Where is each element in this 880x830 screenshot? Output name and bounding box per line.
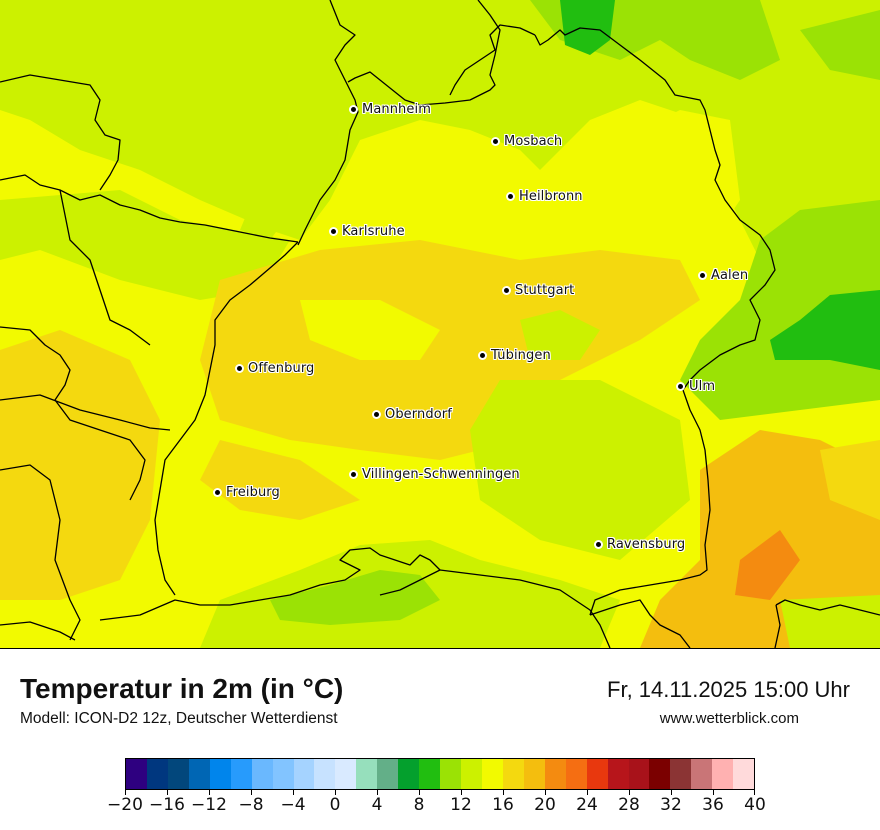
colorbar-segment	[398, 759, 420, 789]
colorbar-tick	[209, 790, 210, 795]
city-dot-icon	[215, 489, 220, 495]
colorbar-segment	[481, 759, 503, 789]
map-title: Temperatur in 2m (in °C)	[20, 673, 344, 704]
colorbar-segment	[628, 759, 650, 789]
colorbar-segment	[335, 759, 357, 789]
colorbar-segment	[461, 759, 482, 789]
colorbar-segment	[251, 759, 273, 789]
colorbar-tick-label: −8	[238, 795, 264, 815]
city-dot-icon	[493, 138, 498, 144]
colorbar-segment	[230, 759, 252, 789]
colorbar-segment	[126, 759, 147, 789]
colorbar-segment	[167, 759, 189, 789]
colorbar-tick	[251, 790, 252, 795]
colorbar-tick-label: −4	[280, 795, 306, 815]
colorbar-tick-label: 0	[329, 795, 341, 815]
colorbar-segment	[272, 759, 294, 789]
city-dot-icon	[508, 193, 513, 199]
colorbar-tick-label: 12	[450, 795, 472, 815]
temperature-field	[0, 0, 880, 648]
colorbar-segment	[649, 759, 671, 789]
colorbar-tick-label: −12	[191, 795, 227, 815]
city-dot-icon	[351, 471, 356, 477]
colorbar-segment	[733, 759, 755, 789]
colorbar-tick	[167, 790, 168, 795]
colorbar-tick	[545, 790, 546, 795]
colorbar-tick	[503, 790, 504, 795]
website-link[interactable]: www.wetterblick.com	[659, 710, 799, 727]
city-marker-offenburg: Offenburg	[237, 360, 314, 376]
colorbar-segment	[209, 759, 231, 789]
colorbar-tick-label: 36	[702, 795, 724, 815]
colorbar-tick-label: 4	[371, 795, 383, 815]
colorbar-tick-label: −20	[107, 795, 143, 815]
colorbar-tick-label: 32	[660, 795, 682, 815]
city-dot-icon	[374, 411, 379, 417]
colorbar-segment	[502, 759, 524, 789]
colorbar-segment	[712, 759, 734, 789]
city-marker-heilbronn: Heilbronn	[508, 188, 583, 204]
city-dot-icon	[678, 383, 683, 389]
colorbar-tick	[461, 790, 462, 795]
colorbar-segment	[188, 759, 210, 789]
city-dot-icon	[504, 287, 509, 293]
city-marker-ulm: Ulm	[678, 378, 715, 394]
colorbar-tick-label: 28	[618, 795, 640, 815]
city-marker-aalen: Aalen	[700, 267, 748, 283]
colorbar-segment	[314, 759, 336, 789]
colorbar-segment	[293, 759, 315, 789]
colorbar-segment	[607, 759, 629, 789]
colorbar-segment	[670, 759, 692, 789]
colorbar-tick-label: 8	[413, 795, 425, 815]
colorbar-tick	[377, 790, 378, 795]
colorbar-segment	[565, 759, 587, 789]
colorbar-segment	[377, 759, 399, 789]
colorbar-segment	[356, 759, 378, 789]
valid-datetime: Fr, 14.11.2025 15:00 Uhr	[607, 677, 850, 702]
colorbar-tick-label: 24	[576, 795, 598, 815]
colorbar-tick	[713, 790, 714, 795]
city-marker-oberndorf: Oberndorf	[374, 406, 452, 422]
city-marker-mosbach: Mosbach	[493, 133, 562, 149]
temperature-colorbar	[125, 758, 755, 790]
colorbar-tick	[293, 790, 294, 795]
colorbar-tick	[754, 790, 755, 795]
colorbar-tick	[419, 790, 420, 795]
colorbar-tick	[125, 790, 126, 795]
colorbar-tick-label: 40	[744, 795, 766, 815]
colorbar-tick	[587, 790, 588, 795]
city-marker-karlsruhe: Karlsruhe	[331, 223, 405, 239]
city-marker-freiburg: Freiburg	[215, 484, 280, 500]
colorbar-tick	[629, 790, 630, 795]
city-dot-icon	[596, 541, 601, 547]
city-marker-ravensburg: Ravensburg	[596, 536, 685, 552]
colorbar-segment	[523, 759, 545, 789]
city-marker-stuttgart: Stuttgart	[504, 282, 574, 298]
city-dot-icon	[351, 106, 356, 112]
city-marker-mannheim: Mannheim	[351, 101, 431, 117]
colorbar-segment	[691, 759, 713, 789]
colorbar-segment	[586, 759, 608, 789]
colorbar-segment	[419, 759, 441, 789]
colorbar-tick	[671, 790, 672, 795]
colorbar-segment	[544, 759, 566, 789]
map-footer: Temperatur in 2m (in °C) Modell: ICON-D2…	[0, 649, 880, 830]
colorbar-ticks: −20 −16 −12 −8 −4 0 4 8 12 16 20 24 28 32 36 40	[107, 790, 766, 820]
city-dot-icon	[700, 272, 705, 278]
temperature-map: Mannheim Mosbach Heilbronn Karlsruhe Aal…	[0, 0, 880, 649]
city-dot-icon	[480, 352, 485, 358]
city-dot-icon	[331, 228, 336, 234]
colorbar-tick-label: 16	[492, 795, 514, 815]
colorbar-segment	[440, 759, 461, 789]
colorbar-tick-label: −16	[149, 795, 185, 815]
model-source: Modell: ICON-D2 12z, Deutscher Wetterdie…	[20, 710, 338, 727]
colorbar-tick-label: 20	[534, 795, 556, 815]
city-marker-tuebingen: Tübingen	[480, 347, 551, 363]
city-dot-icon	[237, 365, 242, 371]
colorbar-tick	[335, 790, 336, 795]
city-marker-villingen-schwenningen: Villingen-Schwenningen	[351, 466, 520, 482]
colorbar-segment	[146, 759, 168, 789]
